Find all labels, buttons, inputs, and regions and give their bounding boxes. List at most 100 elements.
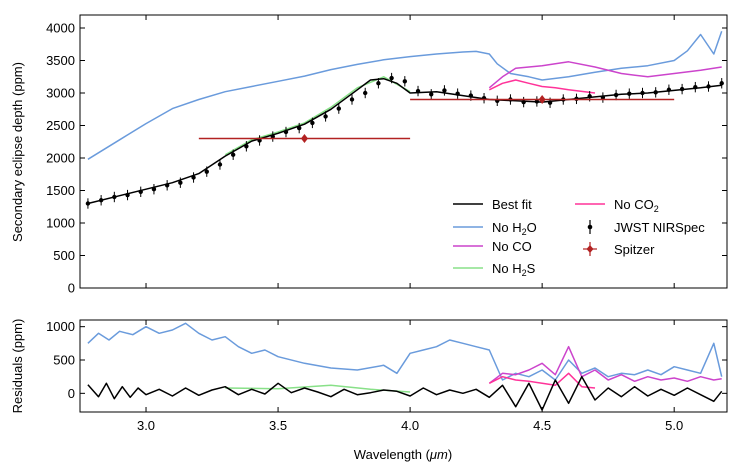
nirspec-point-42 [640, 90, 645, 96]
bottom-xtick-label-2: 4.0 [401, 418, 419, 433]
svg-text:Best fit: Best fit [492, 197, 532, 212]
svg-text:No H2O: No H2O [492, 220, 537, 237]
nirspec-point-3 [125, 192, 130, 198]
nirspec-point-22 [376, 81, 381, 86]
legend: Best fit No H2O No CO No H2S [453, 197, 705, 278]
legend-label-no-co2: No CO [614, 197, 654, 212]
nirspec-point-38 [587, 94, 592, 99]
bottom-xtick-label-4: 5.0 [665, 418, 683, 433]
legend-marker-jwst-nirspec [587, 224, 593, 230]
nirspec-point-1 [98, 198, 104, 203]
nirspec-point-35 [547, 100, 553, 105]
top-ytick-label-7: 3500 [46, 53, 75, 68]
legend-label-no-h2s-subscript: 2 [522, 268, 527, 278]
legend-label-best-fit: Best fit [492, 197, 532, 212]
top-series [85, 31, 724, 209]
nirspec-point-29 [468, 93, 474, 98]
legend-entry-jwst-nirspec: JWST NIRSpec [587, 220, 705, 235]
top-ytick-label-1: 500 [53, 248, 75, 263]
legend-entry-best-fit: Best fit [453, 197, 532, 212]
x-axis-label-prefix: Wavelength ( [354, 447, 431, 462]
top-ytick-label-2: 1000 [46, 216, 75, 231]
nirspec-point-18 [323, 114, 328, 119]
nirspec-point-6 [164, 183, 170, 188]
bottom-series-no-co2 [488, 372, 596, 389]
nirspec-point-34 [534, 99, 540, 104]
legend-label-no-h2o-subscript: 2 [522, 227, 527, 237]
bottom-series-best-fit [87, 375, 723, 411]
nirspec-point-14 [270, 134, 275, 139]
bottom-xtick-label-3: 4.5 [533, 418, 551, 433]
nirspec-point-4 [138, 189, 143, 194]
nirspec-point-24 [402, 79, 408, 84]
bottom-series [87, 322, 723, 411]
legend-label-no-co2-subscript: 2 [654, 204, 659, 214]
nirspec-point-12 [244, 144, 249, 149]
nirspec-point-39 [600, 95, 606, 100]
legend-entry-no-co: No CO [453, 239, 532, 254]
x-axis-label-unit: μm [429, 447, 448, 462]
nirspec-point-47 [706, 84, 711, 89]
nirspec-point-10 [217, 162, 223, 167]
top-y-axis-label: Secondary eclipse depth (ppm) [10, 62, 25, 242]
nirspec-point-15 [283, 129, 289, 135]
nirspec-point-16 [296, 125, 302, 131]
nirspec-point-9 [204, 169, 209, 174]
svg-text:JWST NIRSpec: JWST NIRSpec [614, 220, 705, 235]
top-ytick-label-6: 3000 [46, 86, 75, 101]
top-plot-frame [79, 14, 728, 289]
bottom-xtick-label-0: 3.0 [137, 418, 155, 433]
top-series-no-h2o [87, 31, 723, 160]
nirspec-point-20 [349, 97, 355, 102]
nirspec-point-13 [257, 138, 262, 143]
svg-text:No H2S: No H2S [492, 261, 536, 278]
nirspec-point-48 [719, 81, 724, 86]
legend-entry-no-h2s: No H2S [453, 261, 536, 278]
legend-label-jwst-nirspec: JWST NIRSpec [614, 220, 705, 235]
bottom-y-ticks: 0 500 1000 [46, 319, 727, 401]
top-ytick-label-0: 0 [68, 281, 75, 296]
legend-entry-spitzer: Spitzer [583, 242, 655, 257]
legend-label-no-h2o: No H [492, 220, 522, 235]
top-ytick-label-8: 4000 [46, 21, 75, 36]
bottom-series-no-co [488, 345, 722, 384]
bottom-series-no-h2o [87, 322, 723, 381]
top-ytick-label-3: 1500 [46, 183, 75, 198]
svg-text:Spitzer: Spitzer [614, 242, 655, 257]
nirspec-point-33 [521, 99, 526, 105]
nirspec-point-44 [666, 87, 672, 92]
nirspec-point-2 [112, 194, 117, 200]
legend-label-no-h2o-tail: O [527, 220, 537, 235]
bottom-x-ticks: 3.0 3.5 4.0 4.5 5.0 [137, 320, 683, 433]
nirspec-point-17 [310, 120, 315, 126]
top-series-no-h2s [224, 76, 411, 156]
nirspec-point-8 [191, 175, 196, 180]
bottom-xtick-label-1: 3.5 [269, 418, 287, 433]
legend-entry-no-co2: No CO2 [575, 197, 659, 214]
top-ytick-label-4: 2000 [46, 151, 75, 166]
bottom-y-axis-label: Residuals (ppm) [10, 319, 25, 414]
legend-label-no-co: No CO [492, 239, 532, 254]
legend-label-no-h2s-tail: S [527, 261, 536, 276]
top-y-ticks: 0 500 1000 1500 2000 2500 3000 3500 4000 [46, 21, 727, 296]
x-axis-label-suffix: ) [448, 447, 452, 462]
top-series-best-fit [87, 77, 722, 205]
svg-text:No CO: No CO [492, 239, 532, 254]
top-series-no-co [488, 61, 722, 89]
top-x-ticks [145, 15, 675, 288]
nirspec-point-28 [455, 91, 460, 96]
nirspec-point-46 [693, 84, 698, 90]
x-axis-label: Wavelength (μm) [354, 447, 452, 462]
spitzer-point-1 [538, 95, 546, 104]
nirspec-point-26 [429, 92, 434, 97]
nirspec-point-5 [151, 187, 157, 192]
legend-label-spitzer: Spitzer [614, 242, 655, 257]
bottom-ytick-label-2: 1000 [46, 319, 75, 334]
nirspec-point-21 [363, 90, 368, 96]
nirspec-point-41 [627, 91, 632, 96]
spitzer-point-0 [300, 134, 308, 143]
nirspec-point-19 [336, 106, 341, 111]
nirspec-point-0 [85, 201, 91, 206]
top-ytick-label-5: 2500 [46, 118, 75, 133]
